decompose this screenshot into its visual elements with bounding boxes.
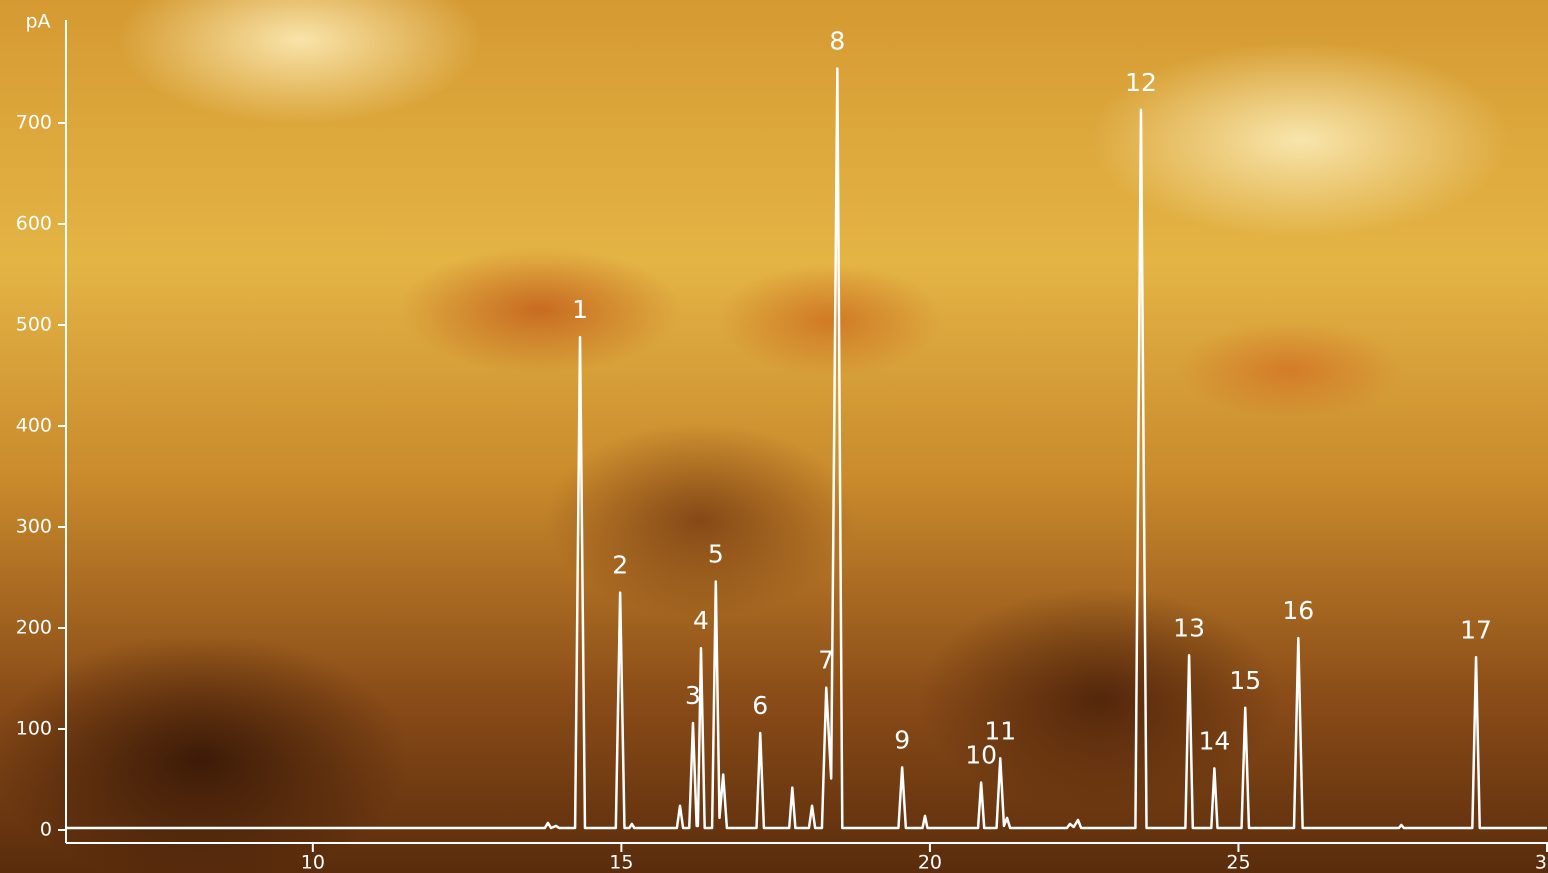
peak-label: 16 [1282, 596, 1314, 625]
peak-label: 6 [752, 691, 768, 720]
y-tick-label: 300 [16, 516, 52, 538]
y-tick-label: 500 [16, 314, 52, 336]
peak-label: 15 [1229, 666, 1261, 695]
y-tick-label: 200 [16, 617, 52, 639]
peak-label: 11 [984, 716, 1016, 745]
y-axis-label: pA [25, 11, 50, 33]
x-tick-label: 25 [1226, 852, 1250, 873]
x-tick-label: 15 [609, 852, 633, 873]
peak-label: 13 [1173, 613, 1205, 642]
peak-label: 4 [693, 606, 709, 635]
chromatogram-line [66, 67, 1547, 830]
peak-label: 2 [612, 551, 628, 580]
peak-label: 5 [708, 540, 724, 569]
y-tick-label: 700 [16, 112, 52, 134]
x-tick-label: 30 [1535, 852, 1548, 873]
peak-label: 10 [965, 741, 997, 770]
peak-label: 9 [894, 725, 910, 754]
peak-label: 14 [1198, 726, 1230, 755]
peak-label: 17 [1460, 615, 1492, 644]
y-tick-label: 100 [16, 718, 52, 740]
y-tick-label: 400 [16, 415, 52, 437]
peak-label: 3 [685, 681, 701, 710]
y-tick-label: 0 [40, 819, 52, 841]
x-tick-label: 20 [918, 852, 942, 873]
x-tick-label: 10 [301, 852, 325, 873]
peak-label: 8 [829, 26, 845, 55]
peak-label: 1 [572, 295, 588, 324]
peak-label: 12 [1125, 68, 1157, 97]
y-tick-label: 600 [16, 213, 52, 235]
peak-label: 7 [818, 646, 834, 675]
